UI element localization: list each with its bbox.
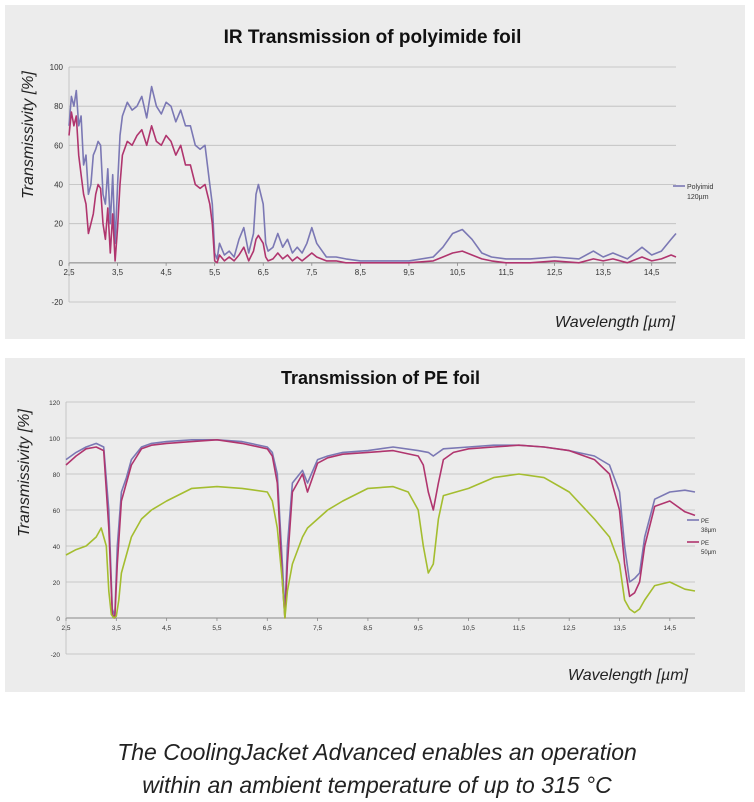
c1-x-tick-label: 8,5 xyxy=(355,268,367,277)
c1-series-line-1 xyxy=(68,85,677,262)
c1-x-tick-label: 12,5 xyxy=(547,268,563,277)
c2-x-tick-label: 12,5 xyxy=(563,625,576,632)
c2-x-tick-label: 11,5 xyxy=(513,625,526,632)
c2-x-tick-label: 6,5 xyxy=(263,625,272,632)
c2-x-axis-label: Wavelength [µm] xyxy=(568,667,689,684)
c2-x-tick-label: 3,5 xyxy=(112,625,121,632)
chart-panel-polyimide: IR Transmission of polyimide foil -20 0 20 4… xyxy=(5,5,745,339)
c2-legend-label: 38µm xyxy=(701,528,716,534)
c1-x-tick-label: 11,5 xyxy=(499,268,515,277)
c1-x-tick-label: 2,5 xyxy=(63,268,75,277)
c1-x-tick-label: 3,5 xyxy=(112,268,124,277)
c2-legend-label: 50µm xyxy=(701,550,716,556)
c2-x-tick-label: 14,5 xyxy=(664,625,677,632)
c2-legend-label: PE xyxy=(701,541,709,547)
c1-legend-label: 120µm xyxy=(687,194,709,201)
c2-y-tick-label: 60 xyxy=(53,508,61,515)
c2-x-tick-label: 8,5 xyxy=(363,625,372,632)
c2-x-tick-label: 9,5 xyxy=(414,625,423,632)
c1-y-tick-label: 60 xyxy=(54,141,63,150)
c1-x-tick-label: 14,5 xyxy=(644,268,660,277)
caption-line-1: The CoolingJacket Advanced enables an op… xyxy=(117,739,637,765)
c2-y-tick-label: 20 xyxy=(53,580,61,587)
chart-pe: Transmission of PE foil -20 0 20 40 60 80 100 12… xyxy=(16,368,716,684)
c2-y-tick-label: 0 xyxy=(56,616,60,623)
c2-x-tick-label: 13,5 xyxy=(613,625,626,632)
c1-x-tick-label: 7,5 xyxy=(306,268,318,277)
c1-y-tick-label: 80 xyxy=(54,102,63,111)
c1-x-tick-label: 13,5 xyxy=(595,268,611,277)
c1-y-tick-label: -20 xyxy=(51,298,63,307)
c1-series-line-2 xyxy=(68,111,677,264)
c1-y-tick-label: 40 xyxy=(54,181,63,190)
c2-series-line-3 xyxy=(65,473,696,619)
chart-polyimide: IR Transmission of polyimide foil -20 0 20 4… xyxy=(20,27,714,331)
c2-x-tick-label: 2,5 xyxy=(61,625,70,632)
c2-series-line-2 xyxy=(65,439,696,619)
c2-y-tick-label: 80 xyxy=(53,472,61,479)
c2-legend-label: PE xyxy=(701,519,709,525)
c1-chart-title: IR Transmission of polyimide foil xyxy=(224,27,522,48)
c2-y-axis-label: Transmissivity [%] xyxy=(16,409,33,537)
c2-x-tick-label: 7,5 xyxy=(313,625,322,632)
c1-x-tick-label: 5,5 xyxy=(209,268,221,277)
c1-y-tick-label: 0 xyxy=(59,259,64,268)
c1-x-tick-label: 9,5 xyxy=(403,268,415,277)
c2-chart-title: Transmission of PE foil xyxy=(281,368,480,388)
c2-y-tick-label: 100 xyxy=(49,436,60,443)
c1-legend-label: Polyimid xyxy=(687,184,714,191)
c1-y-axis-label: Transmissivity [%] xyxy=(20,71,37,199)
c1-y-tick-label: 20 xyxy=(54,220,63,229)
c2-y-tick-label: 40 xyxy=(53,544,61,551)
c1-x-axis-label: Wavelength [µm] xyxy=(555,314,676,331)
c2-y-tick-label: 120 xyxy=(49,400,60,407)
c2-x-tick-label: 4,5 xyxy=(162,625,171,632)
c2-x-tick-label: 5,5 xyxy=(212,625,221,632)
chart-panel-pe: Transmission of PE foil -20 0 20 40 60 80 100 12… xyxy=(5,358,745,692)
c1-y-tick-label: 100 xyxy=(50,63,64,72)
c1-x-tick-label: 6,5 xyxy=(258,268,270,277)
caption-line-2: within an ambient temperature of up to 3… xyxy=(142,772,612,798)
c1-x-tick-label: 10,5 xyxy=(450,268,466,277)
c2-y-tick-label: -20 xyxy=(51,652,61,659)
c1-x-tick-label: 4,5 xyxy=(161,268,173,277)
c2-x-tick-label: 10,5 xyxy=(462,625,475,632)
